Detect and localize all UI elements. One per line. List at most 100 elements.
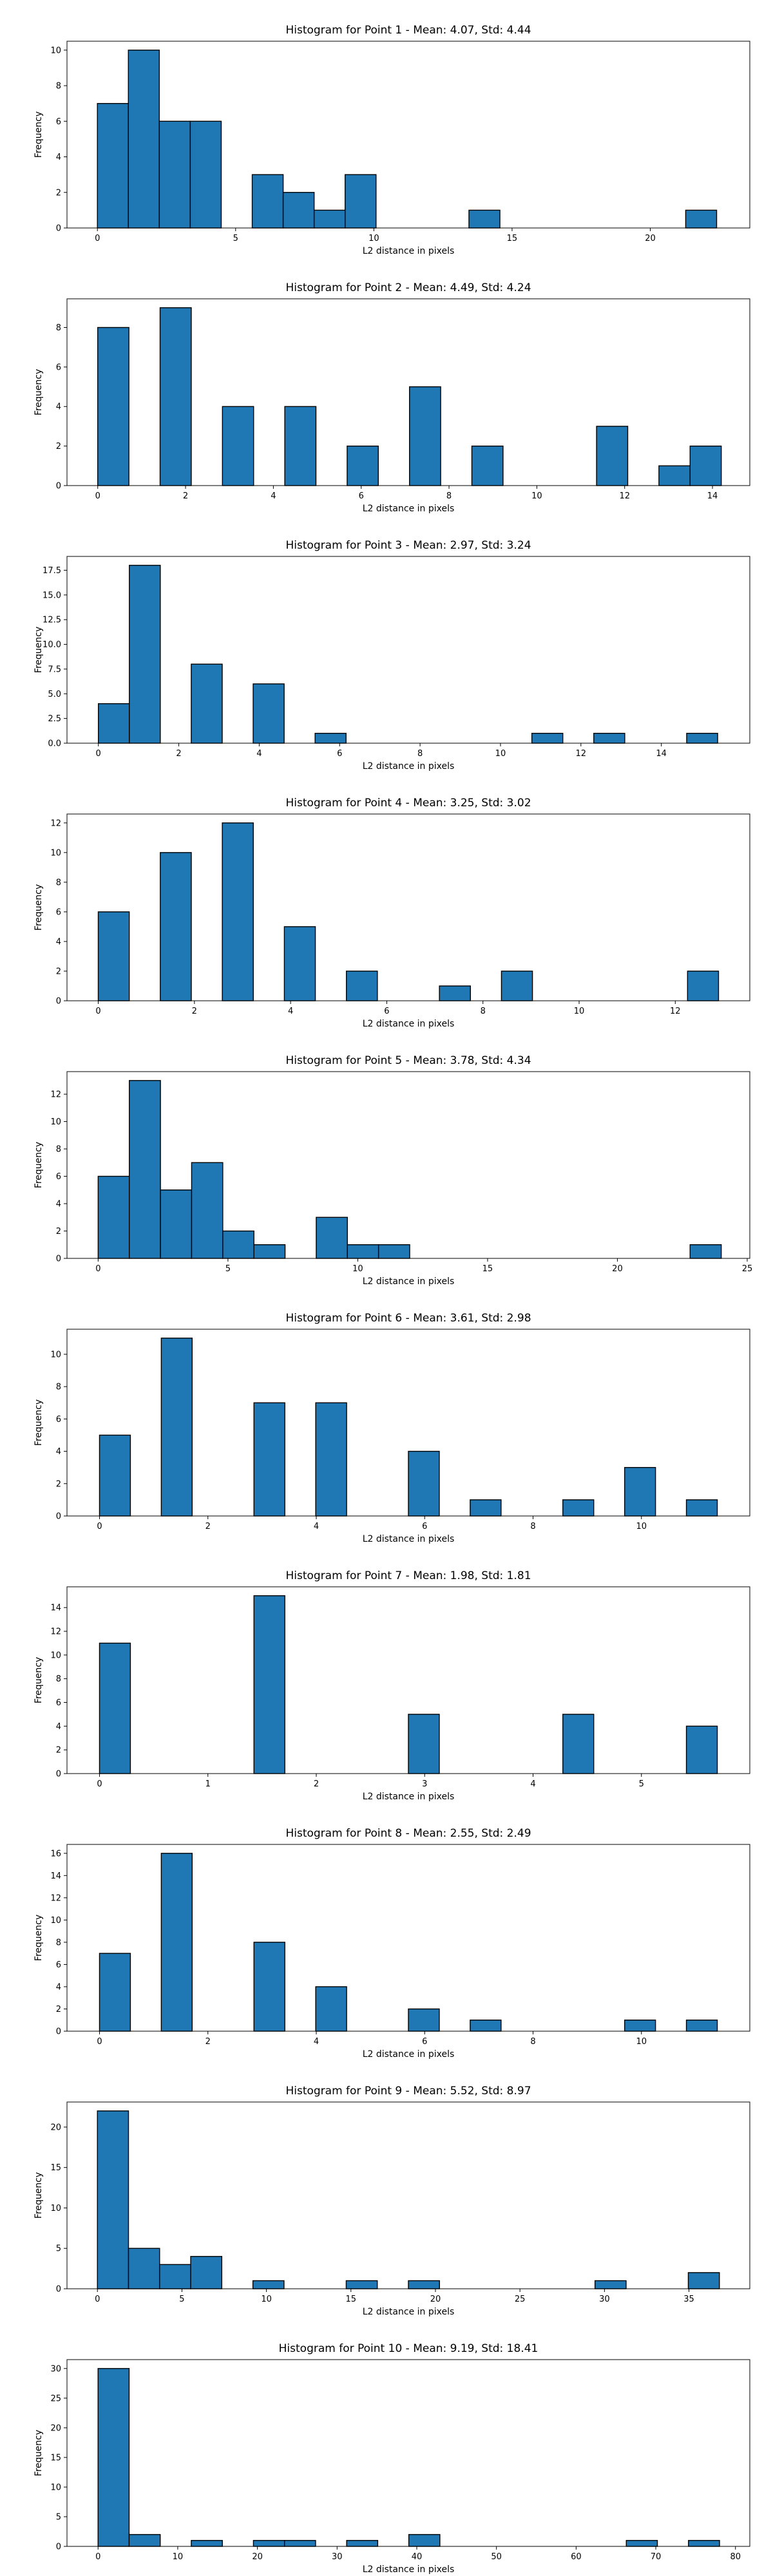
histogram-bar: [685, 209, 718, 229]
y-tick-label: 20: [50, 2423, 61, 2433]
y-tick-label: 6: [56, 1172, 61, 1182]
x-tick-label: 20: [430, 2295, 441, 2304]
bars: [99, 1853, 718, 2032]
histogram-bar: [97, 2110, 129, 2289]
x-tick-label: 6: [422, 1522, 427, 1531]
y-tick-label: 2: [56, 967, 61, 976]
histogram-bar: [689, 1244, 722, 1259]
x-tick-label: 10: [574, 1007, 585, 1016]
x-tick-label: 4: [314, 1522, 319, 1531]
histogram-bar: [129, 565, 161, 744]
bars: [97, 2110, 720, 2289]
x-axis-label: L2 distance in pixels: [363, 246, 455, 256]
y-tick-label: 2: [56, 1746, 61, 1756]
x-axis-label: L2 distance in pixels: [363, 1276, 455, 1287]
y-tick-label: 0: [56, 2543, 61, 2552]
histogram-bar: [97, 1175, 130, 1259]
y-tick-label: 6: [56, 363, 61, 372]
x-tick-label: 10: [636, 2037, 647, 2047]
x-tick-label: 25: [515, 2295, 526, 2304]
x-tick-label: 12: [670, 1007, 681, 1016]
histogram-bar: [471, 445, 504, 486]
y-tick-label: 10: [50, 1117, 61, 1127]
x-tick-label: 2: [183, 491, 188, 501]
y-tick-label: 0: [56, 2285, 61, 2295]
histogram-bar: [347, 445, 379, 486]
histogram-bar: [439, 985, 471, 1001]
histogram-panel-2: Histogram for Point 2 - Mean: 4.49, Std:…: [33, 281, 750, 514]
x-tick-label: 70: [651, 2552, 662, 2562]
y-tick-label: 12: [50, 1893, 61, 1903]
histogram-bar: [624, 2020, 656, 2032]
x-tick-label: 25: [742, 1264, 753, 1274]
x-tick-label: 15: [507, 234, 518, 243]
y-tick-label: 8: [56, 82, 61, 91]
histogram-bar: [468, 209, 501, 229]
y-tick-label: 2: [56, 188, 61, 198]
axes-frame: [66, 298, 750, 486]
x-tick-label: 2: [205, 2037, 211, 2047]
histogram-bar: [345, 174, 377, 229]
x-tick-label: 0: [96, 749, 101, 759]
histogram-bar: [687, 971, 720, 1001]
x-tick-label: 12: [619, 491, 630, 501]
bars: [99, 1595, 718, 1774]
histogram-panel-8: Histogram for Point 8 - Mean: 2.55, Std:…: [33, 1827, 750, 2060]
histogram-bar: [128, 50, 160, 229]
y-axis-label: Frequency: [33, 2172, 44, 2219]
histogram-bar: [685, 2020, 718, 2032]
y-axis-label: Frequency: [33, 627, 44, 673]
x-tick-label: 4: [288, 1007, 293, 1016]
y-tick-label: 14: [50, 1604, 61, 1613]
x-tick-label: 10: [636, 1522, 647, 1531]
histogram-bar: [409, 386, 441, 486]
y-tick-label: 10: [50, 848, 61, 858]
y-tick-label: 12: [50, 819, 61, 828]
y-tick-label: 8: [56, 878, 61, 887]
histogram-bar: [282, 192, 315, 229]
chart-title: Histogram for Point 9 - Mean: 5.52, Std:…: [285, 2085, 531, 2098]
histogram-bar: [99, 1434, 131, 1517]
x-tick-label: 10: [495, 749, 506, 759]
chart-title: Histogram for Point 2 - Mean: 4.49, Std:…: [285, 281, 531, 294]
y-tick-label: 0: [56, 997, 61, 1007]
y-tick-label: 0: [56, 482, 61, 491]
x-tick-label: 10: [352, 1264, 363, 1274]
x-tick-label: 5: [225, 1264, 231, 1274]
chart-title: Histogram for Point 6 - Mean: 3.61, Std:…: [285, 1312, 531, 1325]
histogram-bar: [347, 1244, 379, 1259]
histogram-panel-6: Histogram for Point 6 - Mean: 3.61, Std:…: [33, 1312, 750, 1544]
y-tick-label: 10.0: [43, 640, 61, 650]
histogram-bar: [625, 2540, 658, 2547]
x-axis-label: L2 distance in pixels: [363, 504, 455, 514]
bars: [99, 1338, 718, 1517]
histogram-bar: [283, 2540, 316, 2547]
bars: [97, 1080, 722, 1259]
y-axis-label: Frequency: [33, 111, 44, 158]
y-tick-label: 15.0: [43, 591, 61, 600]
y-tick-label: 15: [50, 2453, 61, 2463]
histogram-bar: [160, 1189, 193, 1259]
histogram-bar: [253, 2540, 285, 2547]
x-tick-label: 0: [95, 491, 100, 501]
bars: [97, 565, 718, 744]
histogram-bar: [658, 465, 691, 486]
x-tick-label: 2: [205, 1522, 211, 1531]
chart-title: Histogram for Point 4 - Mean: 3.25, Std:…: [285, 797, 531, 810]
histogram-bar: [189, 120, 222, 229]
x-tick-label: 0: [97, 2037, 102, 2047]
x-tick-label: 5: [639, 1779, 644, 1789]
x-tick-label: 0: [97, 1779, 102, 1789]
bars: [97, 50, 718, 229]
x-tick-label: 15: [482, 1264, 493, 1274]
y-tick-label: 7.5: [48, 665, 61, 674]
histogram-bar: [222, 406, 254, 486]
y-tick-label: 0: [56, 1770, 61, 1779]
y-tick-label: 2: [56, 1479, 61, 1489]
histogram-bar: [596, 426, 629, 486]
histogram-panel-7: Histogram for Point 7 - Mean: 1.98, Std:…: [33, 1569, 750, 1802]
x-axis-label: L2 distance in pixels: [363, 2049, 455, 2060]
x-tick-label: 14: [707, 491, 718, 501]
y-tick-label: 12: [50, 1627, 61, 1637]
x-tick-label: 8: [446, 491, 452, 501]
